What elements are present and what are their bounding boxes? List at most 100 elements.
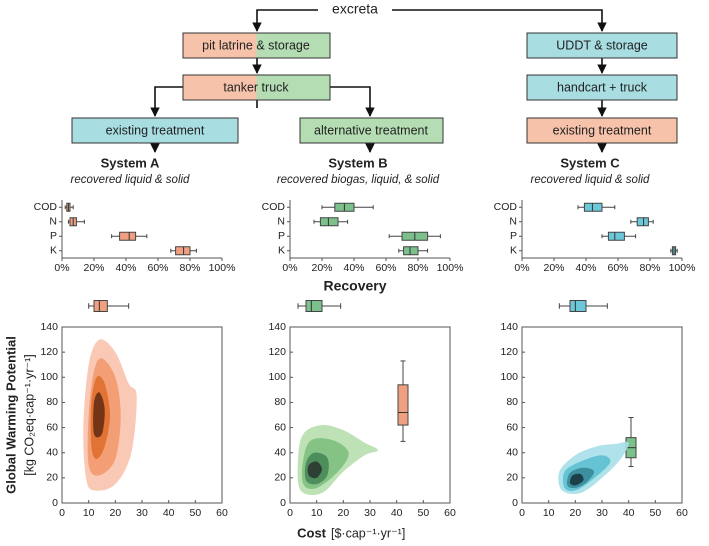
arrow: [330, 86, 375, 117]
y-tick-label: 40: [46, 446, 58, 458]
x-tick-label: 100%: [437, 262, 464, 274]
y-axis-title: Global Warming Potential: [3, 336, 18, 494]
x-tick-label: 40: [623, 507, 635, 519]
node-label: existing treatment: [106, 123, 205, 137]
box: [175, 246, 191, 256]
density-contour: [307, 461, 322, 479]
x-tick-label: 0%: [282, 262, 297, 274]
x-tick-label: 50: [417, 507, 429, 519]
y-tick-label: 80: [274, 396, 286, 408]
density-contour: [93, 392, 105, 438]
axis: [61, 200, 222, 259]
y-tick-label: 120: [268, 346, 286, 358]
x-tick-label: 20%: [83, 262, 104, 274]
system-title: System B: [328, 155, 387, 170]
y-tick-label: COD: [34, 201, 58, 213]
x-tick-label: 80%: [407, 262, 428, 274]
y-tick-label: 100: [500, 371, 518, 383]
y-tick-label: 140: [268, 321, 286, 333]
x-tick-label: 60%: [375, 262, 396, 274]
node-label: pit latrine & storage: [202, 38, 310, 52]
x-tick-label: 60%: [147, 262, 168, 274]
x-tick-label: 0%: [514, 262, 529, 274]
y-tick-label: P: [278, 230, 285, 242]
x-tick-label: 60: [676, 507, 688, 519]
x-tick-label: 10: [83, 507, 95, 519]
y-tick-label: 140: [40, 321, 58, 333]
x-tick-label: 20: [569, 507, 581, 519]
y-tick-label: 60: [506, 421, 518, 433]
y-tick-label: K: [510, 245, 517, 257]
node: [182, 74, 331, 101]
x-tick-label: 20: [109, 507, 121, 519]
x-tick-label: 40%: [115, 262, 136, 274]
x-tick-label: 40: [163, 507, 175, 519]
x-axis-title: Cost: [297, 525, 327, 540]
y-tick-label: 0: [52, 497, 58, 509]
x-tick-label: 0: [59, 507, 65, 519]
y-tick-label: 100: [268, 371, 286, 383]
node: [526, 74, 678, 101]
y-tick-label: 0: [512, 497, 518, 509]
x-tick-label: 40: [391, 507, 403, 519]
x-tick-label: 0: [519, 507, 525, 519]
x-tick-label: 30: [136, 507, 148, 519]
y-tick-label: P: [50, 230, 57, 242]
system-title: System C: [560, 155, 620, 170]
y-tick-label: 20: [274, 472, 286, 484]
node-label: alternative treatment: [314, 123, 428, 137]
node-label: tanker truck: [223, 80, 289, 94]
system-subtitle: recovered liquid & solid: [71, 174, 191, 186]
system-title: System A: [101, 155, 160, 170]
box: [403, 246, 419, 256]
box: [397, 384, 409, 426]
y-tick-label: K: [50, 245, 57, 257]
system-subtitle: recovered biogas, liquid, & solid: [277, 174, 440, 186]
x-tick-label: 100%: [669, 262, 696, 274]
y-tick-label: COD: [494, 201, 518, 213]
y-axis-units: [kg CO₂eq·cap⁻¹·yr⁻¹]: [22, 354, 36, 476]
recovery-label: Recovery: [323, 278, 386, 294]
y-tick-label: 100: [40, 371, 58, 383]
y-tick-label: 120: [500, 346, 518, 358]
y-tick-label: N: [509, 216, 517, 228]
arrow: [392, 9, 607, 32]
node: [71, 117, 239, 144]
x-tick-label: 80%: [639, 262, 660, 274]
arrow: [150, 86, 183, 117]
x-axis-units: [$·cap⁻¹·yr⁻¹]: [331, 526, 405, 540]
node: [526, 32, 678, 59]
x-tick-label: 20: [337, 507, 349, 519]
x-tick-label: 40%: [343, 262, 364, 274]
axis: [289, 200, 450, 259]
x-tick-label: 30: [364, 507, 376, 519]
y-tick-label: N: [277, 216, 285, 228]
node: [182, 32, 331, 59]
y-tick-label: K: [278, 245, 285, 257]
x-tick-label: 20%: [543, 262, 564, 274]
x-tick-label: 30: [596, 507, 608, 519]
box: [305, 300, 323, 312]
node-label: handcart + truck: [557, 80, 648, 94]
node: [299, 117, 444, 144]
arrow: [252, 9, 318, 32]
source-label: excreta: [332, 1, 378, 17]
x-tick-label: 0%: [54, 262, 69, 274]
y-tick-label: 20: [46, 472, 58, 484]
x-tick-label: 0: [287, 507, 293, 519]
y-tick-label: 40: [506, 446, 518, 458]
x-tick-label: 60: [444, 507, 456, 519]
box: [607, 231, 625, 241]
box: [119, 231, 137, 241]
y-tick-label: 60: [46, 421, 58, 433]
y-tick-label: P: [510, 230, 517, 242]
box: [569, 300, 587, 312]
y-tick-label: N: [49, 216, 57, 228]
y-tick-label: 80: [506, 396, 518, 408]
y-tick-label: 20: [506, 472, 518, 484]
box: [319, 217, 339, 227]
x-tick-label: 60: [216, 507, 228, 519]
x-tick-label: 50: [649, 507, 661, 519]
flow-diagram: excreta pit latrine & storage tanker tru…: [71, 1, 678, 153]
